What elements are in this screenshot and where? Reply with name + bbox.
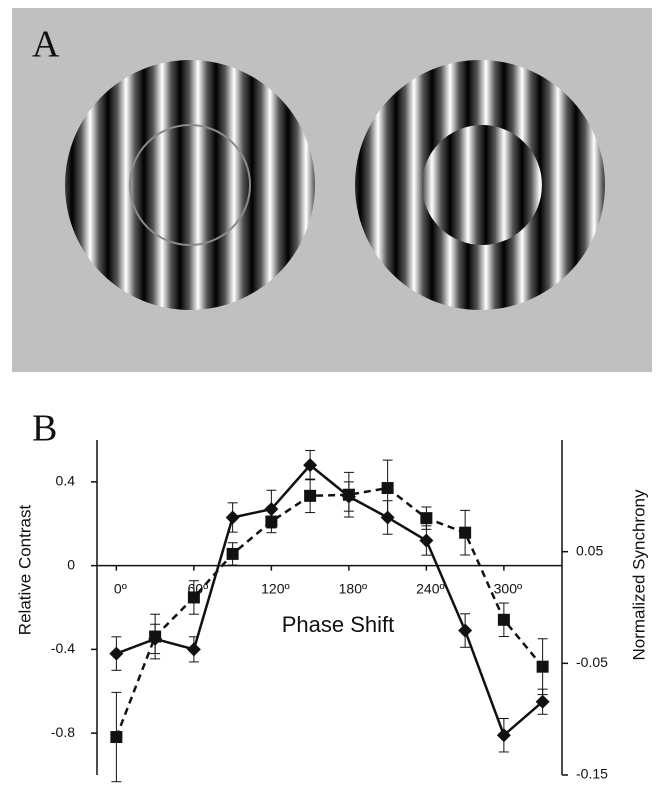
series-line xyxy=(115,463,544,738)
square-marker xyxy=(342,488,355,501)
square-marker xyxy=(110,731,123,744)
x-axis-label: Phase Shift xyxy=(282,612,395,637)
square-marker xyxy=(187,591,200,604)
diamond-marker xyxy=(535,694,550,709)
y2-tick-label: 0.05 xyxy=(576,542,603,558)
panel-label: B xyxy=(32,408,57,450)
diamond-marker xyxy=(264,502,279,517)
square-marker xyxy=(420,512,433,525)
y2-axis-label: Normalized Synchrony xyxy=(629,489,648,661)
y-tick-label: 0 xyxy=(67,556,75,572)
diamond-marker xyxy=(186,642,201,657)
panel-label: A xyxy=(32,24,60,66)
series-line xyxy=(115,486,544,738)
x-tick-label: 180º xyxy=(339,580,367,596)
x-tick-label: 120º xyxy=(261,580,289,596)
y2-tick-label: -0.15 xyxy=(576,766,608,782)
center-outline xyxy=(129,124,251,246)
diamond-marker xyxy=(496,728,511,743)
square-marker xyxy=(381,482,394,495)
square-marker xyxy=(226,547,239,560)
square-marker xyxy=(536,660,549,673)
diamond-marker xyxy=(419,533,434,548)
x-tick-label: 240º xyxy=(416,580,444,596)
square-marker xyxy=(497,613,510,626)
diamond-marker xyxy=(225,510,240,525)
y-tick-label: -0.4 xyxy=(51,640,75,656)
y-tick-label: 0.4 xyxy=(56,473,76,489)
y-tick-label: -0.8 xyxy=(51,724,75,740)
shifted-center xyxy=(422,125,542,245)
diamond-marker xyxy=(458,623,473,638)
square-marker xyxy=(304,489,317,502)
diamond-marker xyxy=(380,510,395,525)
square-marker xyxy=(265,515,278,528)
diamond-marker xyxy=(109,646,124,661)
grating-disc xyxy=(65,60,315,310)
square-marker xyxy=(149,630,162,643)
y2-tick-label: -0.05 xyxy=(576,654,608,670)
x-tick-label: 300º xyxy=(494,580,522,596)
x-tick-label: 0º xyxy=(114,580,127,596)
diamond-marker xyxy=(303,458,318,473)
y-axis-label: Relative Contrast xyxy=(15,505,34,636)
square-marker xyxy=(459,526,472,539)
